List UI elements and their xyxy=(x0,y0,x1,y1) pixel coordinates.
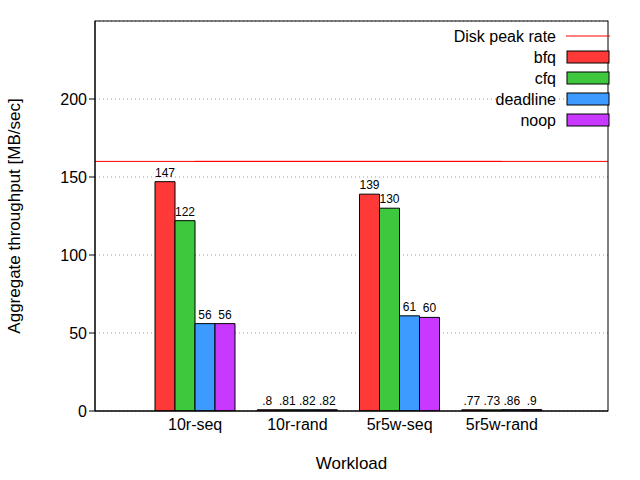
svg-text:.81: .81 xyxy=(279,394,296,408)
svg-text:5r5w-rand: 5r5w-rand xyxy=(466,416,538,433)
svg-text:noop: noop xyxy=(520,112,556,129)
svg-text:56: 56 xyxy=(198,308,212,322)
svg-text:Workload: Workload xyxy=(316,454,388,473)
svg-text:50: 50 xyxy=(69,325,87,342)
svg-text:60: 60 xyxy=(423,301,437,315)
svg-text:56: 56 xyxy=(218,308,232,322)
svg-text:5r5w-seq: 5r5w-seq xyxy=(367,416,433,433)
svg-text:61: 61 xyxy=(403,300,417,314)
svg-text:.73: .73 xyxy=(483,394,500,408)
svg-text:.82: .82 xyxy=(299,394,316,408)
svg-text:.8: .8 xyxy=(262,394,272,408)
svg-text:147: 147 xyxy=(155,166,175,180)
svg-text:Disk peak rate: Disk peak rate xyxy=(454,28,556,45)
svg-text:0: 0 xyxy=(78,403,87,420)
svg-text:122: 122 xyxy=(175,205,195,219)
svg-text:100: 100 xyxy=(60,247,87,264)
svg-text:.82: .82 xyxy=(319,394,336,408)
svg-text:cfq: cfq xyxy=(535,70,556,87)
svg-text:Aggregate throughput [MB/sec]: Aggregate throughput [MB/sec] xyxy=(8,98,24,333)
svg-text:bfq: bfq xyxy=(534,49,556,66)
svg-text:10r-seq: 10r-seq xyxy=(168,416,222,433)
svg-text:200: 200 xyxy=(60,91,87,108)
svg-text:.86: .86 xyxy=(503,394,520,408)
svg-text:.9: .9 xyxy=(527,394,537,408)
svg-text:.77: .77 xyxy=(463,394,480,408)
svg-text:139: 139 xyxy=(359,178,379,192)
svg-text:130: 130 xyxy=(379,192,399,206)
svg-text:150: 150 xyxy=(60,169,87,186)
svg-text:10r-rand: 10r-rand xyxy=(267,416,327,433)
svg-text:deadline: deadline xyxy=(496,91,557,108)
